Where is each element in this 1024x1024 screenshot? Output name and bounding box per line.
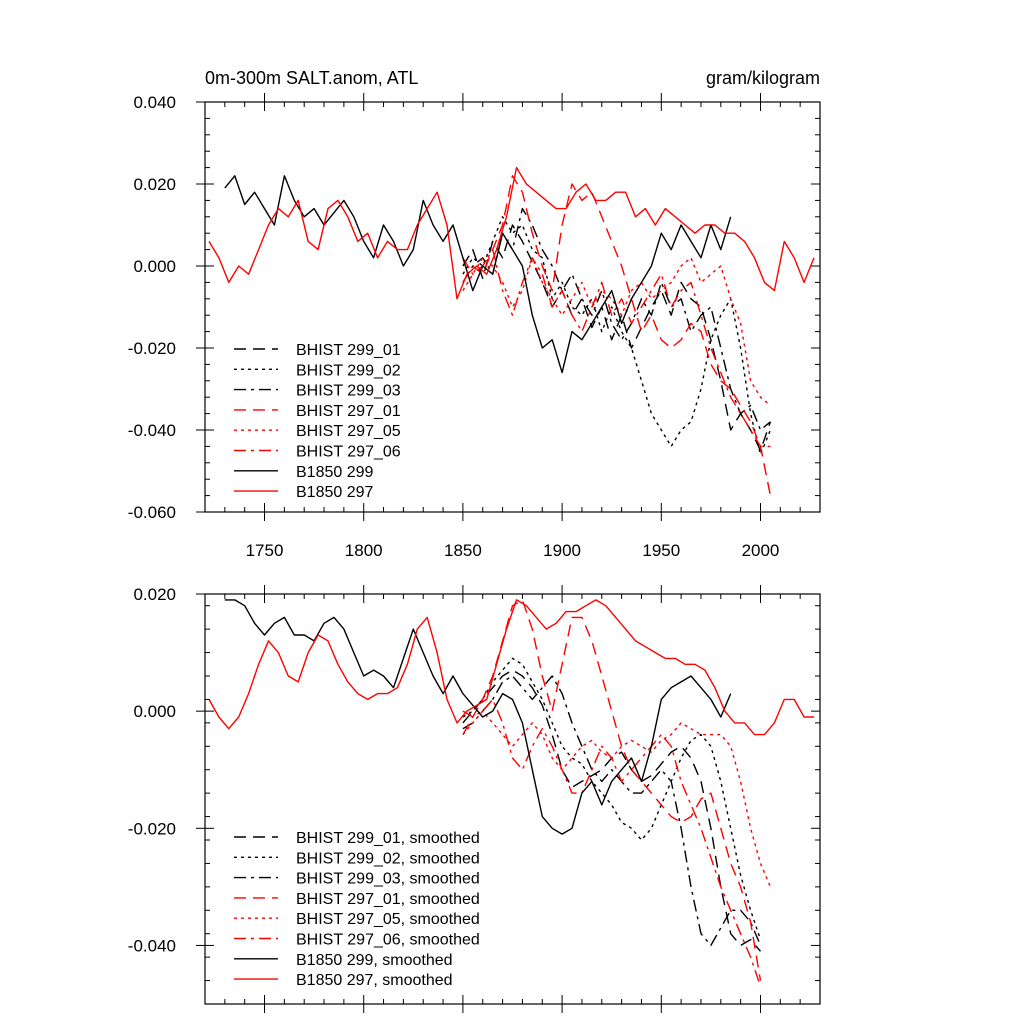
series-group (208, 166, 815, 496)
series-line-6 (224, 599, 732, 835)
series-line-0 (462, 224, 772, 452)
legend-label: BHIST 297_06, smoothed (296, 932, 480, 949)
legend-label: BHIST 299_03, smoothed (296, 871, 480, 888)
series-line-4 (462, 257, 771, 406)
x-tick-label: 1950 (642, 541, 680, 560)
series-line-1 (462, 216, 772, 456)
series-line-2 (462, 207, 771, 431)
legend-label: BHIST 297_05, smoothed (296, 911, 480, 928)
legend-label: B1850 297 (296, 484, 374, 501)
legend-label: B1850 299 (296, 464, 374, 481)
legend-label: BHIST 299_02, smoothed (296, 850, 480, 867)
series-line-4 (462, 710, 772, 888)
y-tick-label: 0.020 (133, 175, 176, 194)
y-tick-label: 0.000 (133, 702, 176, 721)
series-line-2 (462, 675, 762, 947)
bottom-panel: 0.020 0.000 -0.020 -0.040 BHIST 299_01, smoo… (128, 585, 821, 1013)
y-tick-label: 0.020 (133, 585, 176, 604)
plot-frame (204, 101, 821, 513)
legend-label: BHIST 299_01 (296, 342, 401, 359)
units-label: gram/kilogram (706, 68, 820, 88)
series-line-6 (224, 175, 732, 374)
legend-label: B1850 297, smoothed (296, 972, 453, 989)
legend-label: BHIST 297_06 (296, 444, 401, 461)
series-line-7 (208, 166, 815, 300)
series-line-1 (462, 657, 762, 940)
legend-label: BHIST 297_05 (296, 423, 401, 440)
chart-title: 0m-300m SALT.anom, ATL (205, 68, 418, 88)
legend-label: BHIST 297_01, smoothed (296, 891, 480, 908)
x-tick-label: 1850 (444, 541, 482, 560)
x-tick-label: 1800 (345, 541, 383, 560)
series-line-5 (462, 698, 762, 987)
series-line-3 (462, 175, 772, 496)
series-line-7 (208, 599, 814, 736)
series-line-3 (462, 599, 762, 981)
legend: BHIST 299_01 BHIST 299_02 BHIST 299_03 BHIS… (234, 342, 401, 501)
x-tick-label: 2000 (742, 541, 780, 560)
y-tick-label: -0.040 (128, 936, 176, 955)
y-tick-label: 0.000 (133, 257, 176, 276)
legend-label: BHIST 299_02 (296, 362, 401, 379)
top-panel: 1750 1800 1850 1900 1950 2000 0.040 0.020 0.000 -… (128, 68, 821, 560)
legend-label: BHIST 299_01, smoothed (296, 830, 480, 847)
y-tick-label: -0.060 (128, 503, 176, 522)
series-group (208, 599, 814, 987)
legend-label: B1850 299, smoothed (296, 952, 453, 969)
y-tick-label: -0.020 (128, 819, 176, 838)
legend: BHIST 299_01, smoothed BHIST 299_02, smoo… (234, 830, 480, 989)
y-tick-label: -0.020 (128, 339, 176, 358)
series-line-5 (462, 248, 771, 448)
x-tick-label: 1750 (246, 541, 284, 560)
y-tick-label: 0.040 (133, 93, 176, 112)
plot-frame (204, 593, 821, 1005)
legend-label: BHIST 297_01 (296, 403, 401, 420)
x-tick-label: 1900 (543, 541, 581, 560)
legend-label: BHIST 299_03 (296, 383, 401, 400)
y-tick-label: -0.040 (128, 421, 176, 440)
